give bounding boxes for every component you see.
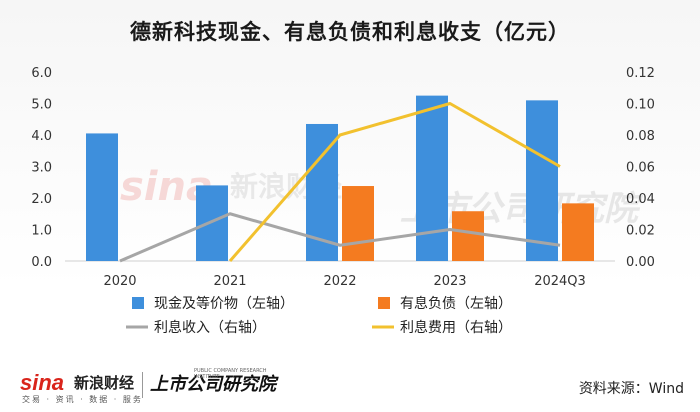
x-axis-tick-label: 2024Q3 <box>534 274 586 289</box>
debt-bar <box>342 186 374 261</box>
right-axis-tick-label: 0.12 <box>626 66 655 81</box>
x-axis-tick-label: 2020 <box>103 274 136 289</box>
x-axis-tick-label: 2023 <box>433 274 466 289</box>
left-axis-tick-label: 6.0 <box>31 66 52 81</box>
right-axis-tick-label: 0.06 <box>626 161 655 176</box>
x-axis-tick-label: 2022 <box>323 274 356 289</box>
right-axis-tick-label: 0.02 <box>626 224 655 239</box>
left-axis-tick-label: 0.0 <box>31 255 52 270</box>
left-axis-tick-label: 5.0 <box>31 98 52 113</box>
cash-bar <box>86 133 118 261</box>
legend-interest-expense-label: 利息费用（右轴） <box>400 319 512 336</box>
legend-cash-swatch <box>132 297 144 309</box>
x-axis-tick-label: 2021 <box>213 274 246 289</box>
interest-expense-line <box>228 102 561 262</box>
left-axis-tick-label: 2.0 <box>31 192 52 207</box>
source-note: 资料来源：Wind <box>578 381 684 397</box>
cash-bar <box>526 100 558 261</box>
left-axis-tick-label: 3.0 <box>31 161 52 176</box>
sina-cn-name: 新浪财经 <box>74 374 135 392</box>
legend-debt-swatch <box>378 297 390 309</box>
institute-en-name: PUBLIC COMPANY RESEARCH INSTITUTE <box>194 368 267 380</box>
legend-interest-income-label: 利息收入（右轴） <box>154 319 266 336</box>
brand-divider <box>142 372 143 398</box>
left-axis-tick-label: 4.0 <box>31 129 52 144</box>
interest-income-line <box>119 212 561 263</box>
right-axis-tick-label: 0.10 <box>626 98 655 113</box>
left-axis-tick-label: 1.0 <box>31 224 52 239</box>
debt-bar <box>452 211 484 261</box>
right-axis-tick-label: 0.04 <box>626 192 655 207</box>
chart-title: 德新科技现金、有息负债和利息收支（亿元） <box>130 20 570 44</box>
sina-logo: sina <box>20 370 65 395</box>
debt-bar <box>562 203 594 261</box>
sina-brand-footer: sina 新浪财经 交易 · 资讯 · 数据 · 服务 上市公司研究院 PUBL… <box>16 368 276 404</box>
right-axis-tick-label: 0.08 <box>626 129 655 144</box>
cash-bar <box>196 185 228 261</box>
institute-name: 上市公司研究院 <box>150 374 276 395</box>
cash-bar <box>416 95 448 261</box>
legend-debt-label: 有息负债（左轴） <box>400 295 512 312</box>
sina-subtitle: 交易 · 资讯 · 数据 · 服务 <box>22 395 143 404</box>
legend-cash-label: 现金及等价物（左轴） <box>154 295 294 312</box>
right-axis-tick-label: 0.00 <box>626 255 655 270</box>
